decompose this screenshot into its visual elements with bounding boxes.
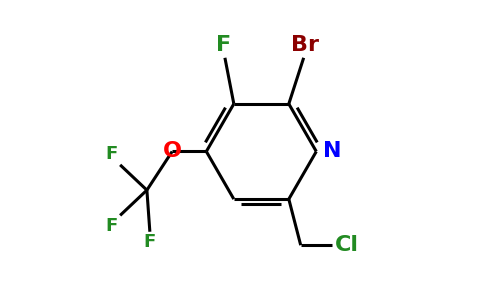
- Text: F: F: [144, 233, 156, 251]
- Text: F: F: [106, 217, 118, 235]
- Text: F: F: [106, 146, 118, 164]
- Text: Cl: Cl: [335, 235, 359, 255]
- Text: N: N: [323, 142, 341, 161]
- Text: O: O: [163, 142, 182, 161]
- Text: F: F: [216, 35, 231, 56]
- Text: Br: Br: [291, 35, 319, 56]
